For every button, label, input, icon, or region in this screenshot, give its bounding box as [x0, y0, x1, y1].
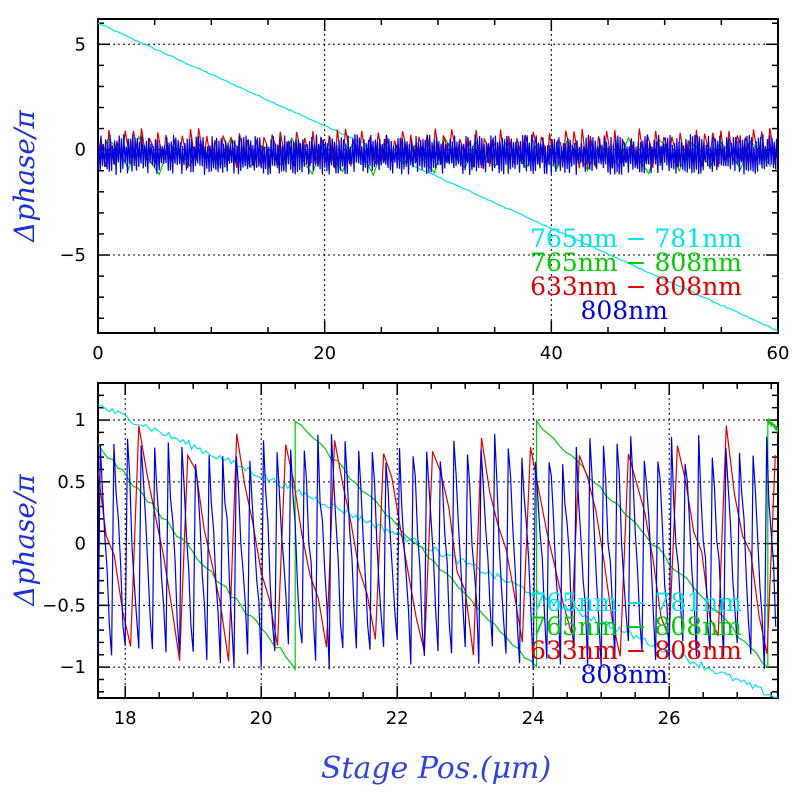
top-legend-entry-2: 633nm − 808nm [530, 272, 742, 301]
top-series-3-line [98, 134, 778, 175]
bottom-ytick-label-1: −0.5 [42, 595, 86, 616]
bottom-xtick-label-3: 24 [522, 708, 545, 729]
bottom-series-0-line [98, 404, 778, 698]
bottom-series-1-line [98, 417, 778, 672]
top-xtick-label-3: 60 [767, 343, 790, 364]
top-tick-labels: 0 20 40 60 −5 0 5 [59, 34, 789, 364]
bottom-series-3-line [98, 433, 777, 670]
top-series-0-line [98, 22, 778, 332]
bottom-series-2-line [98, 425, 776, 662]
bottom-series [98, 404, 778, 698]
bottom-legend-entry-0: 765nm − 781nm [530, 588, 742, 617]
bottom-legend-entry-1: 765nm − 808nm [530, 612, 742, 641]
top-ytick-label-0: −5 [59, 245, 86, 266]
top-panel: 0 20 40 60 −5 0 5 Δphase/π 765nm − 781nm 765nm… [8, 18, 789, 364]
top-xtick-label-1: 20 [313, 343, 336, 364]
bottom-xtick-label-4: 26 [658, 708, 681, 729]
top-xtick-label-2: 40 [540, 343, 563, 364]
top-legend-entry-0: 765nm − 781nm [530, 224, 742, 253]
bottom-plot-frame [97, 382, 779, 699]
top-xtick-label-0: 0 [92, 343, 103, 364]
top-legend-entry-1: 765nm − 808nm [530, 248, 742, 277]
bottom-xtick-label-2: 22 [386, 708, 409, 729]
bottom-panel: 18 20 22 24 26 −1 −0.5 0 0.5 1 Δphase/π Stage Pos… [8, 382, 779, 786]
bottom-ytick-label-2: 0 [75, 534, 86, 555]
bottom-grid [98, 383, 778, 698]
top-ytick-label-1: 0 [75, 140, 86, 161]
bottom-ytick-label-3: 0.5 [57, 472, 86, 493]
bottom-legend-entry-3: 808nm [580, 660, 668, 689]
bottom-legend-entry-2: 633nm − 808nm [530, 636, 742, 665]
bottom-legend: 765nm − 781nm 765nm − 808nm 633nm − 808n… [530, 588, 742, 689]
bottom-xlabel: Stage Pos.(μm) [321, 751, 551, 786]
bottom-ytick-label-4: 1 [75, 410, 86, 431]
bottom-ytick-label-0: −1 [59, 657, 86, 678]
top-legend-entry-3: 808nm [580, 296, 668, 325]
bottom-tick-labels: 18 20 22 24 26 −1 −0.5 0 0.5 1 [42, 410, 680, 729]
top-ytick-label-2: 5 [75, 34, 86, 55]
bottom-ylabel: Δphase/π [8, 474, 41, 607]
bottom-ticks [98, 382, 778, 698]
bottom-xtick-label-1: 20 [250, 708, 273, 729]
top-ylabel: Δphase/π [8, 110, 41, 243]
top-legend: 765nm − 781nm 765nm − 808nm 633nm − 808n… [530, 224, 742, 325]
top-series [98, 22, 778, 332]
bottom-xtick-label-0: 18 [114, 708, 137, 729]
